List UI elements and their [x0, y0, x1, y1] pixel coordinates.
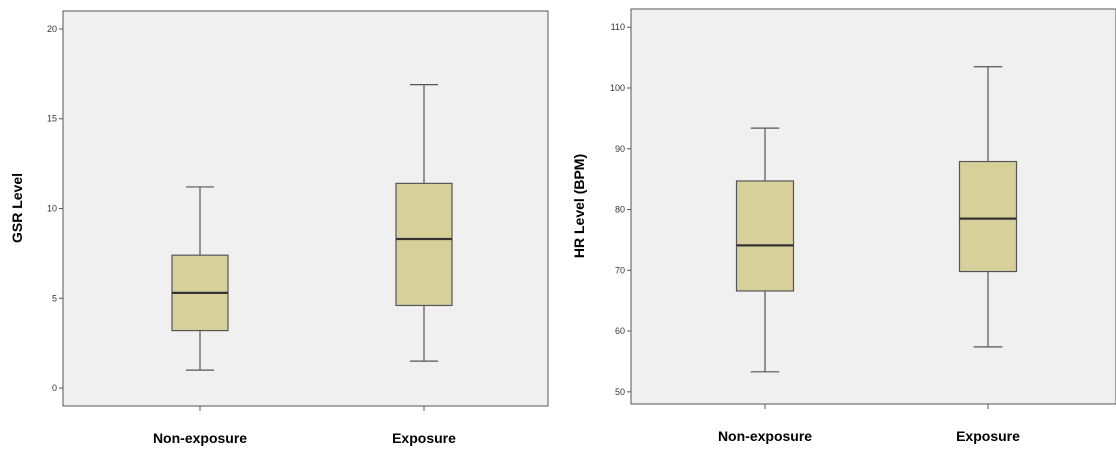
- hr-x-tick-label-1: Exposure: [956, 428, 1020, 444]
- hr-x-ticks: Non-exposure Exposure: [718, 404, 1020, 444]
- gsr-x-tick-label-1: Exposure: [392, 430, 456, 446]
- hr-box-1: [958, 66, 1018, 348]
- hr-plot-area: [630, 8, 1116, 405]
- hr-box-0: [735, 127, 795, 373]
- hr-y-tick-label-2: 70: [615, 265, 625, 275]
- gsr-x-ticks: Non-exposure Exposure: [153, 406, 456, 446]
- hr-chart: HR Level (BPM) 50 60 70 80 90 100 110 Non-expo…: [571, 8, 1116, 444]
- hr-y-tick-label-3: 80: [615, 205, 625, 215]
- gsr-plot-area: [62, 10, 549, 407]
- hr-y-tick-label-1: 60: [615, 326, 625, 336]
- gsr-y-tick-label-1: 5: [52, 293, 57, 303]
- iqr-box: [735, 180, 795, 292]
- hr-y-tick-label-4: 90: [615, 144, 625, 154]
- gsr-chart: GSR Level 0 5 10 15 20 Non-exposure Exposure: [9, 10, 549, 446]
- hr-y-tick-label-6: 110: [611, 22, 625, 32]
- gsr-box-0: [171, 186, 229, 371]
- gsr-y-tick-label-3: 15: [47, 114, 57, 124]
- hr-y-ticks: 50 60 70 80 90 100 110: [610, 22, 631, 397]
- gsr-y-ticks: 0 5 10 15 20: [47, 24, 63, 393]
- hr-x-tick-label-0: Non-exposure: [718, 428, 812, 444]
- iqr-box: [395, 182, 453, 307]
- hr-y-axis-label: HR Level (BPM): [571, 154, 587, 258]
- hr-y-tick-label-5: 100: [610, 83, 625, 93]
- hr-boxes: [735, 66, 1018, 373]
- gsr-box-1: [395, 84, 453, 362]
- gsr-y-tick-label-2: 10: [47, 204, 57, 214]
- hr-y-tick-label-0: 50: [615, 387, 625, 397]
- gsr-y-tick-label-4: 20: [47, 24, 57, 34]
- gsr-boxes: [171, 84, 453, 371]
- gsr-y-axis-label: GSR Level: [9, 173, 25, 243]
- gsr-x-tick-label-0: Non-exposure: [153, 430, 247, 446]
- gsr-y-tick-label-0: 0: [52, 383, 57, 393]
- iqr-box: [958, 160, 1018, 273]
